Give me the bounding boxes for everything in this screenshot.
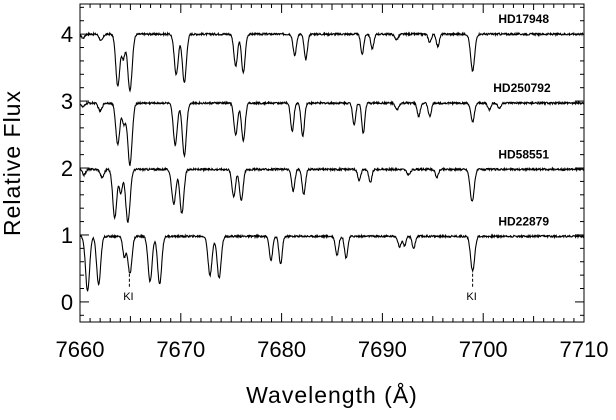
annotation-label-0: KI	[123, 291, 133, 303]
series-label-HD250792: HD250792	[493, 81, 551, 95]
y-tick-label: 4	[61, 22, 73, 47]
annotation-label-1: KI	[466, 291, 476, 303]
y-tick-label: 0	[61, 290, 73, 315]
series-layer: HD17948 HD250792 HD58551 HD22879	[79, 12, 585, 292]
y-tick-label: 1	[61, 223, 73, 248]
spectrum-line-HD58551	[79, 166, 585, 224]
x-tick-label: 7710	[560, 337, 609, 362]
x-tick-label: 7670	[156, 337, 205, 362]
y-tick-label: 3	[61, 89, 73, 114]
series-label-HD58551: HD58551	[498, 147, 549, 161]
annotation-layer: KI KI	[123, 273, 477, 303]
x-tick-label: 7660	[56, 337, 105, 362]
series-label-HD22879: HD22879	[498, 214, 549, 228]
x-axis-ticks: 7660 7670 7680 7690 7700 7710	[56, 4, 609, 362]
y-axis-ticks: 0 1 2 3 4	[61, 6, 584, 316]
spectrum-line-HD17948	[79, 31, 585, 93]
y-tick-label: 2	[61, 156, 73, 181]
spectrum-line-HD22879	[79, 233, 585, 292]
spectrum-line-HD250792	[79, 100, 585, 167]
x-tick-label: 7690	[358, 337, 407, 362]
x-tick-label: 7700	[459, 337, 508, 362]
x-tick-label: 7680	[257, 337, 306, 362]
series-label-HD17948: HD17948	[498, 12, 549, 26]
y-axis-label: Relative Flux	[0, 90, 25, 236]
x-axis-label: Wavelength (Å)	[246, 381, 418, 408]
plot-frame	[79, 3, 585, 323]
